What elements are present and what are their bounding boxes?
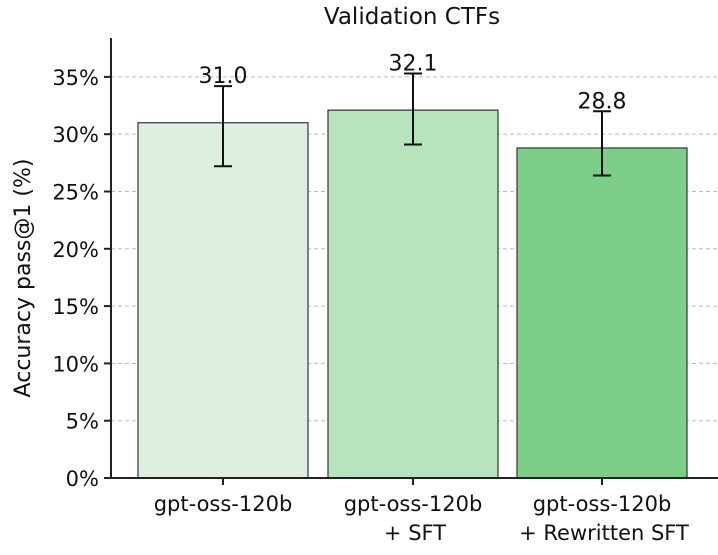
y-ticks: 0% 5% 10% 15% 20% 25% 30% 35% (52, 66, 111, 491)
y-tick-label: 10% (52, 352, 99, 376)
y-tick-label: 25% (52, 181, 99, 205)
data-label: 28.8 (578, 89, 627, 114)
y-tick-label: 35% (52, 66, 99, 90)
x-tick-label: + Rewritten SFT (519, 521, 689, 545)
chart-title: Validation CTFs (324, 4, 500, 30)
y-axis-label: Accuracy pass@1 (%) (11, 159, 36, 398)
data-labels: 31.0 32.1 28.8 (199, 51, 627, 114)
x-tick-label: + SFT (384, 521, 446, 545)
y-tick-label: 0% (66, 467, 99, 491)
error-bars (214, 72, 611, 177)
bar (516, 147, 688, 479)
bar (137, 122, 309, 479)
data-label: 31.0 (199, 64, 248, 89)
data-label: 32.1 (389, 51, 438, 76)
y-tick-label: 5% (66, 410, 99, 434)
y-tick-label: 15% (52, 295, 99, 319)
y-tick-label: 30% (52, 123, 99, 147)
x-tick-label: gpt-oss-120b (344, 492, 483, 516)
bars (137, 109, 688, 479)
x-tick-label: gpt-oss-120b (154, 492, 293, 516)
x-ticks: gpt-oss-120b gpt-oss-120b + SFT gpt-oss-120… (154, 478, 689, 545)
y-tick-label: 20% (52, 238, 99, 262)
bar (327, 109, 499, 479)
x-tick-label: gpt-oss-120b (533, 492, 672, 516)
